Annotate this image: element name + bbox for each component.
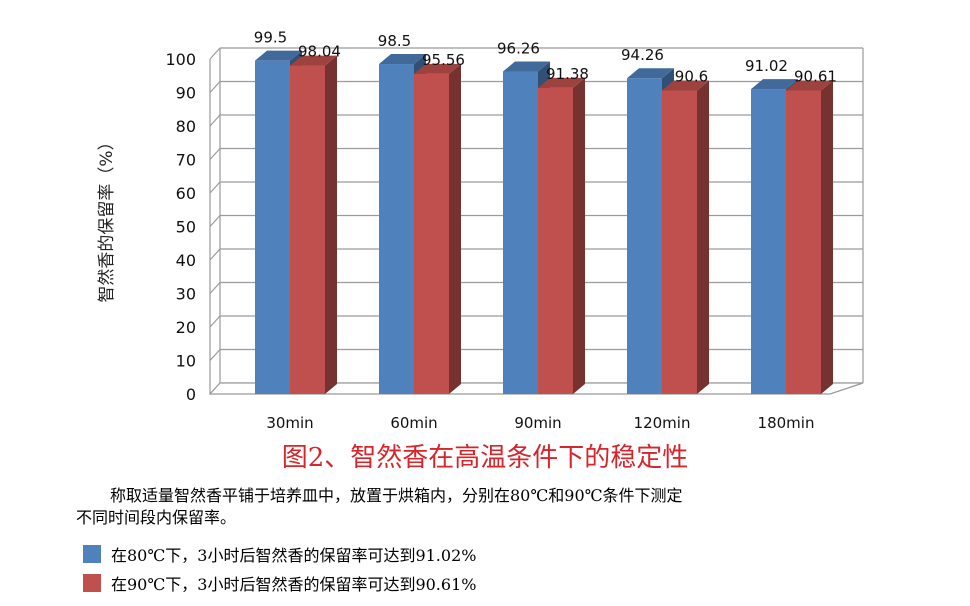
bar — [379, 64, 414, 395]
gridline-side — [209, 315, 221, 328]
y-tick-label: 0 — [186, 385, 196, 404]
y-tick-label: 100 — [165, 50, 196, 69]
data-label: 91.38 — [546, 65, 589, 83]
bar-chart: 0 10 20 30 40 50 60 70 80 90 100 99.5 98.04 98.5 95.5… — [97, 29, 864, 432]
bar-side — [573, 77, 585, 394]
y-tick-label: 80 — [176, 117, 196, 136]
legend-swatch-blue — [83, 545, 101, 563]
data-label: 94.26 — [621, 46, 664, 64]
description-line-1: 称取适量智然香平铺于培养皿中，放置于烘箱内，分别在80℃和90℃条件下测定 — [110, 486, 683, 505]
bar-top — [538, 77, 585, 88]
y-tick-label: 90 — [176, 84, 196, 103]
data-label: 98.5 — [378, 32, 411, 50]
legend-text-80c: 在80℃下，3小时后智然香的保留率可达到91.02% — [111, 546, 477, 565]
y-tick-label: 70 — [176, 151, 196, 170]
gridline-side — [209, 148, 221, 160]
x-axis: 30min 60min 90min 120min 180min — [266, 414, 814, 432]
bar-top — [414, 63, 461, 74]
chart-data-labels: 99.5 98.04 98.5 95.56 96.26 91.38 94.26 90.6 91.… — [254, 29, 837, 86]
data-label: 91.02 — [745, 57, 788, 75]
x-tick-label: 180min — [758, 414, 815, 432]
y-tick-label: 50 — [176, 218, 196, 237]
data-label: 95.56 — [422, 51, 465, 69]
bar-side — [325, 55, 337, 394]
legend-item-80c: 在80℃下，3小时后智然香的保留率可达到91.02% — [83, 542, 843, 566]
legend-text-90c: 在90℃下，3小时后智然香的保留率可达到90.61% — [111, 575, 477, 594]
data-label: 99.5 — [254, 29, 287, 47]
gridline-side — [209, 248, 221, 261]
bar — [290, 65, 325, 394]
bar-top — [751, 79, 798, 90]
bar — [751, 89, 786, 394]
bar-top — [662, 80, 709, 91]
bar — [786, 90, 821, 395]
bar — [662, 90, 697, 395]
bar — [414, 73, 449, 395]
gridline-side — [209, 114, 221, 127]
bar-side — [697, 80, 709, 395]
bar-side — [821, 80, 833, 395]
y-tick-label: 40 — [176, 251, 196, 270]
legend-swatch-red — [83, 574, 101, 592]
y-axis-title: 智然香的保留率（%） — [97, 133, 117, 302]
chart-bars — [255, 50, 833, 395]
x-tick-label: 90min — [514, 414, 561, 432]
data-label: 98.04 — [298, 43, 341, 61]
gridline-side — [209, 81, 221, 93]
y-tick-label: 20 — [176, 318, 196, 337]
x-tick-label: 60min — [390, 414, 437, 432]
gridline-side — [209, 47, 221, 60]
bar-top — [290, 55, 337, 66]
gridline-side — [209, 349, 221, 361]
bar-top — [255, 50, 302, 61]
bar-top — [786, 80, 833, 91]
x-tick-label: 120min — [634, 414, 691, 432]
description-text: 称取适量智然香平铺于培养皿中，放置于烘箱内，分别在80℃和90℃条件下测定 不同… — [76, 485, 936, 529]
x-tick-label: 30min — [266, 414, 313, 432]
y-tick-label: 30 — [176, 285, 196, 304]
bar-side — [449, 63, 461, 395]
y-tick-label: 10 — [176, 352, 196, 371]
bar — [627, 78, 662, 394]
figure-caption: 图2、智然香在高温条件下的稳定性 — [281, 443, 689, 473]
data-label: 90.61 — [794, 67, 837, 85]
gridline-side — [209, 282, 221, 294]
data-label: 96.26 — [497, 40, 540, 58]
bar-top — [627, 68, 674, 79]
bar — [255, 60, 290, 395]
y-tick-label: 60 — [176, 184, 196, 203]
bar-top — [379, 54, 426, 65]
legend-item-90c: 在90℃下，3小时后智然香的保留率可达到90.61% — [83, 571, 843, 595]
description-line-2: 不同时间段内保留率。 — [76, 508, 237, 527]
bar-top — [503, 61, 550, 72]
gridline-side — [209, 215, 221, 227]
bar — [538, 87, 573, 394]
gridline-side — [209, 181, 221, 194]
data-label: 90.6 — [675, 67, 708, 85]
bar — [503, 71, 538, 395]
y-axis: 0 10 20 30 40 50 60 70 80 90 100 — [165, 50, 196, 404]
